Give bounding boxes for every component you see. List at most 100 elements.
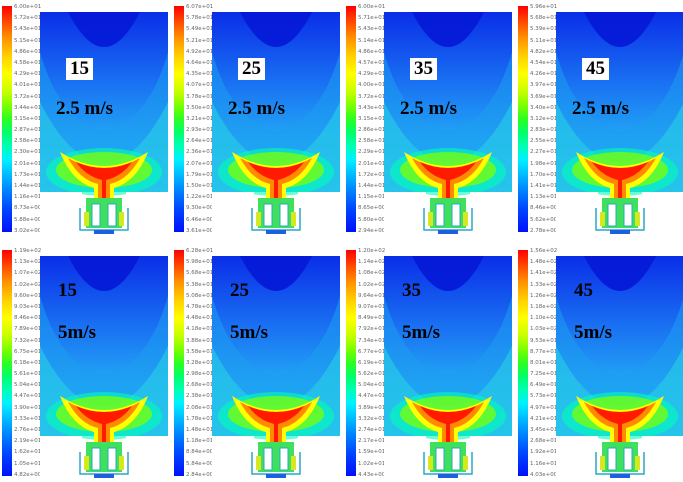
scale-tick-label: 1.02e+02 (358, 281, 386, 288)
case-label: 45 (582, 58, 609, 80)
scale-tick-label: 1.72e+01 (358, 171, 386, 178)
scale-tick-label: 7.34e+01 (358, 337, 386, 344)
color-scale-bar (174, 6, 184, 232)
color-scale-ticks: 6.00e+01 5.71e+01 5.43e+01 5.14e+01 4.86e+01… (358, 4, 400, 234)
scale-tick-label: 5.80e+00 (358, 216, 386, 223)
scale-tick-label: 1.13e+01 (530, 194, 558, 201)
scale-tick-label: 4.43e+00 (358, 471, 386, 478)
contour-panel: 6.28e+01 5.98e+01 5.68e+01 5.38e+01 5.08e+01… (172, 246, 342, 482)
scale-tick-label: 2.01e+01 (14, 160, 42, 167)
scale-tick-label: 4.97e+01 (530, 404, 558, 411)
scale-tick-label: 4.47e+01 (358, 393, 386, 400)
scale-tick-label: 2.19e+01 (14, 438, 42, 445)
scale-tick-label: 4.29e+01 (358, 71, 386, 78)
scale-tick-label: 3.61e+00 (186, 227, 214, 234)
color-scale-bar (518, 6, 528, 232)
scale-tick-label: 4.78e+01 (186, 303, 214, 310)
scale-tick-label: 2.68e+01 (530, 438, 558, 445)
case-label: 35 (402, 280, 421, 301)
contour-field (556, 12, 683, 236)
scale-tick-label: 5.72e+01 (14, 15, 42, 22)
scale-tick-label: 8.46e+01 (14, 315, 42, 322)
scale-tick-label: 6.28e+01 (186, 248, 214, 254)
scale-tick-label: 3.58e+01 (186, 348, 214, 355)
scale-tick-label: 6.07e+01 (186, 4, 214, 10)
scale-tick-label: 2.98e+01 (186, 371, 214, 378)
scale-tick-label: 1.33e+02 (530, 281, 558, 288)
temperature-contour-plot (40, 256, 168, 480)
color-scale-bar (2, 6, 12, 232)
contour-field (384, 256, 512, 480)
scale-tick-label: 8.84e+00 (186, 449, 214, 456)
scale-tick-label: 1.92e+01 (530, 449, 558, 456)
scale-tick-label: 1.15e+01 (358, 194, 386, 201)
scale-tick-label: 3.50e+01 (186, 104, 214, 111)
scale-tick-label: 8.49e+01 (358, 315, 386, 322)
scale-tick-label: 8.01e+01 (530, 359, 558, 366)
scale-tick-label: 2.58e+01 (358, 138, 386, 145)
color-scale-ticks: 1.56e+02 1.48e+02 1.41e+02 1.33e+02 1.26e+02… (530, 248, 572, 478)
scale-tick-label: 1.20e+02 (358, 248, 386, 254)
scale-tick-label: 3.90e+01 (14, 404, 42, 411)
velocity-label: 2.5 m/s (228, 98, 285, 119)
scale-tick-label: 1.79e+01 (186, 171, 214, 178)
scale-tick-label: 1.48e+02 (530, 259, 558, 266)
case-label: 15 (66, 58, 93, 80)
scale-tick-label: 8.73e+00 (14, 205, 42, 212)
scale-tick-label: 3.33e+01 (14, 415, 42, 422)
color-scale-ticks: 5.96e+01 5.68e+01 5.39e+01 5.11e+01 4.82e+01… (530, 4, 572, 234)
scale-tick-label: 6.49e+01 (530, 382, 558, 389)
color-scale-ticks: 1.19e+02 1.13e+02 1.07e+02 1.02e+02 9.60e+01… (14, 248, 56, 478)
scale-tick-label: 6.19e+01 (358, 359, 386, 366)
scale-tick-label: 6.75e+01 (14, 348, 42, 355)
scale-tick-label: 1.22e+01 (186, 194, 214, 201)
scale-tick-label: 4.18e+01 (186, 326, 214, 333)
scale-tick-label: 2.36e+01 (186, 149, 214, 156)
scale-tick-label: 3.69e+01 (530, 93, 558, 100)
contour-panel: 1.56e+02 1.48e+02 1.41e+02 1.33e+02 1.26e+02… (516, 246, 683, 482)
scale-tick-label: 3.89e+01 (358, 404, 386, 411)
contour-panel: 6.07e+01 5.78e+01 5.49e+01 5.21e+01 4.92e+01… (172, 2, 342, 238)
scale-tick-label: 3.43e+01 (358, 104, 386, 111)
scale-tick-label: 4.86e+01 (358, 48, 386, 55)
scale-tick-label: 2.07e+01 (186, 160, 214, 167)
scale-tick-label: 5.98e+01 (186, 259, 214, 266)
scale-tick-label: 2.68e+01 (186, 382, 214, 389)
scale-tick-label: 5.62e+00 (530, 216, 558, 223)
scale-tick-label: 2.84e+00 (186, 471, 214, 478)
scale-tick-label: 9.03e+01 (14, 303, 42, 310)
scale-tick-label: 1.56e+02 (530, 248, 558, 254)
scale-tick-label: 4.64e+01 (186, 59, 214, 66)
scale-tick-label: 7.92e+01 (358, 326, 386, 333)
color-scale-bar (346, 6, 356, 232)
scale-tick-label: 5.73e+01 (530, 393, 558, 400)
scale-tick-label: 2.30e+01 (14, 149, 42, 156)
scale-tick-label: 1.05e+01 (14, 460, 42, 467)
case-label: 15 (58, 280, 77, 301)
scale-tick-label: 1.16e+01 (530, 460, 558, 467)
scale-tick-label: 5.88e+00 (14, 216, 42, 223)
scale-tick-label: 4.54e+01 (530, 59, 558, 66)
velocity-label: 5m/s (402, 322, 440, 343)
case-label: 45 (574, 280, 593, 301)
scale-tick-label: 7.25e+01 (530, 371, 558, 378)
color-scale-bar (346, 250, 356, 476)
contour-panel: 5.96e+01 5.68e+01 5.39e+01 5.11e+01 4.82e+01… (516, 2, 683, 238)
temperature-contour-plot (212, 256, 340, 480)
scale-tick-label: 1.16e+01 (14, 194, 42, 201)
scale-tick-label: 1.26e+02 (530, 292, 558, 299)
scale-tick-label: 1.18e+01 (186, 438, 214, 445)
scale-tick-label: 1.02e+01 (358, 460, 386, 467)
scale-tick-label: 3.15e+01 (358, 115, 386, 122)
scale-tick-label: 1.14e+02 (358, 259, 386, 266)
scale-tick-label: 9.60e+01 (14, 292, 42, 299)
scale-tick-label: 2.55e+01 (530, 138, 558, 145)
scale-tick-label: 1.44e+01 (14, 183, 42, 189)
scale-tick-label: 1.78e+01 (186, 415, 214, 422)
scale-tick-label: 5.08e+01 (186, 292, 214, 299)
scale-tick-label: 5.15e+01 (14, 37, 42, 44)
scale-tick-label: 4.03e+00 (530, 471, 558, 478)
contour-field (212, 12, 340, 236)
velocity-label: 2.5 m/s (572, 98, 629, 119)
scale-tick-label: 2.78e+00 (530, 227, 558, 234)
